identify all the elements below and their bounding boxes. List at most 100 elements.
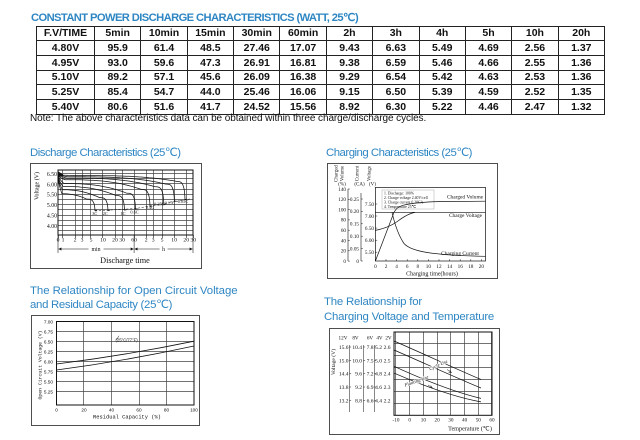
svg-text:0.10: 0.10 <box>350 234 359 240</box>
svg-text:7.50: 7.50 <box>365 202 374 208</box>
svg-text:10.4: 10.4 <box>352 345 362 351</box>
svg-text:8V: 8V <box>352 336 359 342</box>
svg-text:6.50: 6.50 <box>47 172 57 178</box>
svg-text:30: 30 <box>448 418 454 424</box>
svg-text:6V: 6V <box>367 336 374 342</box>
svg-text:12: 12 <box>436 264 442 270</box>
svg-text:Residual Capacity (%): Residual Capacity (%) <box>93 415 161 421</box>
svg-text:4.50: 4.50 <box>47 214 57 220</box>
svg-text:60: 60 <box>341 228 347 234</box>
svg-text:7.2: 7.2 <box>367 372 374 378</box>
svg-text:0.6C: 0.6C <box>130 210 138 215</box>
svg-text:(V): (V) <box>369 183 376 188</box>
svg-text:2V: 2V <box>385 336 392 342</box>
svg-text:12V: 12V <box>339 336 348 342</box>
svg-text:1. Discharge: 100%: 1. Discharge: 100% <box>384 191 415 195</box>
svg-text:15.0: 15.0 <box>339 359 349 365</box>
svg-text:80: 80 <box>341 218 347 224</box>
svg-text:6.50: 6.50 <box>44 339 54 344</box>
svg-text:10: 10 <box>171 238 177 244</box>
svg-text:Temperature (℃): Temperature (℃) <box>448 426 492 433</box>
svg-text:40: 40 <box>109 408 115 413</box>
svg-text:7.8: 7.8 <box>367 345 374 351</box>
svg-text:4. Temperature 25℃: 4. Temperature 25℃ <box>384 205 417 209</box>
svg-text:0.20: 0.20 <box>350 209 359 215</box>
svg-text:13.8: 13.8 <box>339 385 349 391</box>
svg-text:6.75: 6.75 <box>44 329 54 334</box>
svg-text:20: 20 <box>81 408 87 413</box>
svg-text:Voltage (V): Voltage (V) <box>34 172 41 200</box>
svg-text:13.2: 13.2 <box>339 399 349 405</box>
svg-text:5.50: 5.50 <box>365 250 374 256</box>
svg-text:5.0: 5.0 <box>375 359 382 365</box>
svg-text:min: min <box>92 247 101 253</box>
svg-text:2. Charge voltage 2.40V/cell: 2. Charge voltage 2.40V/cell <box>384 196 428 200</box>
svg-text:8.8: 8.8 <box>355 399 362 405</box>
svg-text:4.6: 4.6 <box>375 385 382 391</box>
svg-text:2.2: 2.2 <box>384 399 391 405</box>
svg-text:6.00: 6.00 <box>365 238 374 244</box>
svg-text:(CA): (CA) <box>354 183 365 188</box>
svg-text:0.05C: 0.05C <box>178 199 189 204</box>
svg-text:30: 30 <box>190 238 196 244</box>
svg-text:5.25: 5.25 <box>44 389 54 394</box>
svg-text:Current: Current <box>356 165 361 181</box>
svg-text:4.8: 4.8 <box>375 372 382 378</box>
svg-text:5: 5 <box>90 238 93 244</box>
svg-text:-10: -10 <box>393 418 400 424</box>
svg-text:0: 0 <box>374 264 377 270</box>
svg-text:6.9: 6.9 <box>367 385 374 391</box>
svg-text:9.6: 9.6 <box>355 372 362 378</box>
svg-text:14: 14 <box>447 264 453 270</box>
svg-text:16: 16 <box>458 264 464 270</box>
svg-text:Volume: Volume <box>341 165 346 181</box>
svg-text:0.25C: 0.25C <box>154 202 165 207</box>
svg-text:60: 60 <box>489 418 495 424</box>
svg-text:(25°C/77°F): (25°C/77°F) <box>116 337 139 342</box>
svg-text:100: 100 <box>338 207 346 213</box>
svg-text:Open Circuit Voltage (V): Open Circuit Voltage (V) <box>38 330 44 399</box>
svg-text:Voltage (V): Voltage (V) <box>330 349 337 375</box>
svg-text:6.6: 6.6 <box>367 399 374 405</box>
svg-text:20: 20 <box>183 238 189 244</box>
svg-text:2: 2 <box>145 238 148 244</box>
svg-text:2.5: 2.5 <box>384 359 391 365</box>
svg-text:3: 3 <box>152 238 155 244</box>
svg-text:(%): (%) <box>338 183 346 188</box>
svg-text:4.00: 4.00 <box>47 224 57 230</box>
svg-text:120: 120 <box>338 197 346 203</box>
svg-text:5.50: 5.50 <box>47 193 57 199</box>
svg-text:Charged: Charged <box>335 165 340 182</box>
svg-text:0: 0 <box>55 408 58 413</box>
svg-text:10.0: 10.0 <box>352 359 362 365</box>
svg-text:50: 50 <box>476 418 482 424</box>
svg-text:0.25: 0.25 <box>350 197 359 203</box>
svg-text:40: 40 <box>341 238 347 244</box>
svg-text:2.4: 2.4 <box>384 372 391 378</box>
svg-text:h: h <box>162 247 165 253</box>
svg-text:2C: 2C <box>103 211 108 216</box>
svg-text:7.5: 7.5 <box>367 359 374 365</box>
svg-text:14.4: 14.4 <box>339 372 349 378</box>
svg-text:30: 30 <box>119 238 125 244</box>
svg-text:6.25: 6.25 <box>44 349 54 354</box>
svg-text:9.2: 9.2 <box>355 385 362 391</box>
svg-text:140: 140 <box>338 187 346 193</box>
svg-text:2: 2 <box>74 238 77 244</box>
svg-text:0.05: 0.05 <box>350 246 359 252</box>
svg-text:Charge Voltage: Charge Voltage <box>449 213 483 219</box>
svg-text:6.00: 6.00 <box>47 182 57 188</box>
svg-text:5.75: 5.75 <box>44 369 54 374</box>
svg-text:100: 100 <box>190 408 198 413</box>
svg-text:0: 0 <box>343 259 346 265</box>
svg-text:Discharge time: Discharge time <box>100 256 150 265</box>
svg-text:1: 1 <box>62 238 65 244</box>
svg-text:Voltage: Voltage <box>368 165 373 181</box>
svg-text:0.15: 0.15 <box>350 222 359 228</box>
svg-text:3. Charge current 0.20CA: 3. Charge current 0.20CA <box>384 200 424 204</box>
svg-text:15.6: 15.6 <box>339 345 349 351</box>
svg-text:0.4C: 0.4C <box>146 205 154 210</box>
svg-text:4V: 4V <box>376 336 383 342</box>
svg-text:20: 20 <box>479 264 485 270</box>
svg-text:8: 8 <box>417 264 420 270</box>
